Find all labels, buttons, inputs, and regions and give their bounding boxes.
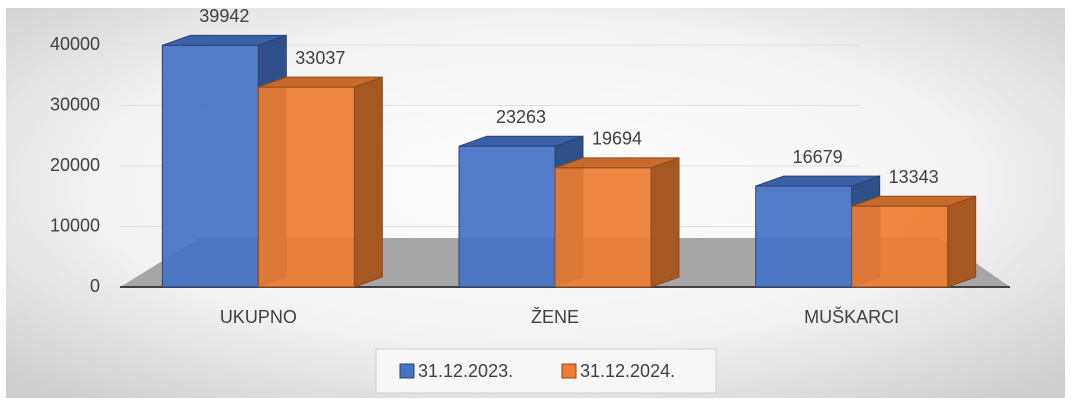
bar-side [947, 195, 977, 288]
value-label: 33037 [295, 48, 345, 68]
x-tick-label: ŽENE [531, 307, 579, 327]
bar [161, 44, 259, 288]
legend-box [375, 348, 717, 394]
bar [851, 205, 949, 288]
legend-label: 31.12.2023. [418, 361, 513, 381]
bar-side [353, 76, 383, 288]
y-tick-label: 40000 [50, 34, 100, 54]
bar [257, 86, 355, 288]
legend-label: 31.12.2024. [580, 361, 675, 381]
value-label: 23263 [496, 107, 546, 127]
bar-side [650, 157, 680, 288]
y-tick-label: 10000 [50, 215, 100, 235]
legend-swatch [399, 363, 415, 379]
bar [755, 185, 853, 288]
legend-swatch [561, 363, 577, 379]
y-tick-label: 30000 [50, 94, 100, 114]
value-label: 16679 [793, 147, 843, 167]
bar [554, 167, 652, 288]
bar [458, 145, 556, 288]
legend: 31.12.2023. 31.12.2024. [375, 348, 717, 394]
value-label: 19694 [592, 129, 642, 149]
y-tick-label: 20000 [50, 155, 100, 175]
value-label: 13343 [889, 167, 939, 187]
x-tick-label: UKUPNO [220, 307, 297, 327]
x-tick-label: MUŠKARCI [804, 306, 899, 327]
value-label: 39942 [199, 6, 249, 26]
y-tick-label: 0 [90, 276, 100, 296]
